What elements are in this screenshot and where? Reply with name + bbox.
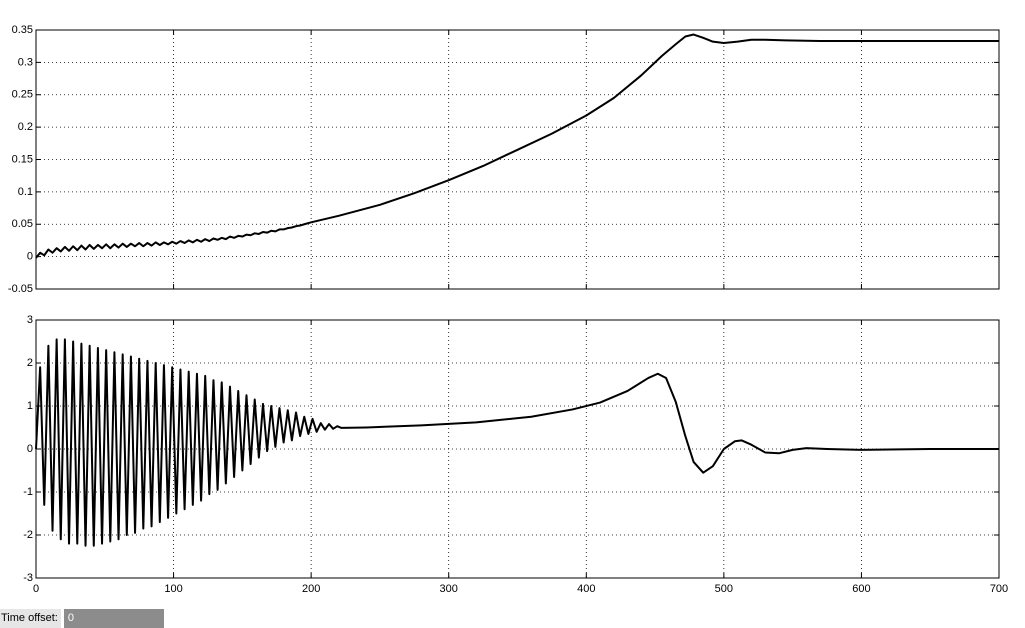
time-offset: Time offset: 0 [0, 609, 164, 628]
x-tick-label: 600 [852, 583, 870, 595]
y-tick-label: 0.25 [12, 89, 33, 101]
x-tick-label: 300 [440, 583, 458, 595]
y-tick-label: 0.05 [12, 218, 33, 230]
y-tick-label: -2 [23, 529, 33, 541]
x-tick-label: 400 [577, 583, 595, 595]
y-tick-label: 0 [27, 251, 33, 263]
x-tick-label: 200 [302, 583, 320, 595]
x-tick-label: 500 [715, 583, 733, 595]
y-tick-label: 1 [27, 400, 33, 412]
x-tick-label: 100 [164, 583, 182, 595]
series-line [35, 33, 999, 259]
y-tick-label: 0.1 [18, 186, 33, 198]
y-tick-label: 3 [27, 314, 33, 326]
time-offset-field[interactable]: 0 [63, 609, 164, 628]
y-tick-label: 0.2 [18, 121, 33, 133]
y-tick-label: -0.05 [8, 283, 33, 295]
series-line [35, 338, 999, 547]
y-tick-label: 0.15 [12, 153, 33, 165]
x-tick-label: 0 [33, 583, 39, 595]
y-tick-label: -1 [23, 486, 33, 498]
time-offset-label: Time offset: [0, 609, 61, 628]
y-tick-label: 0.35 [12, 24, 33, 36]
x-tick-label: 700 [990, 583, 1008, 595]
y-tick-label: 2 [27, 357, 33, 369]
y-tick-label: -3 [23, 572, 33, 584]
y-tick-label: 0 [27, 443, 33, 455]
y-tick-label: 0.3 [18, 56, 33, 68]
scope: -0.05 0 0.05 0.1 0.15 0.2 0.25 0.3 0.35 -3 -2 -1 0 1 2… [8, 24, 1008, 595]
